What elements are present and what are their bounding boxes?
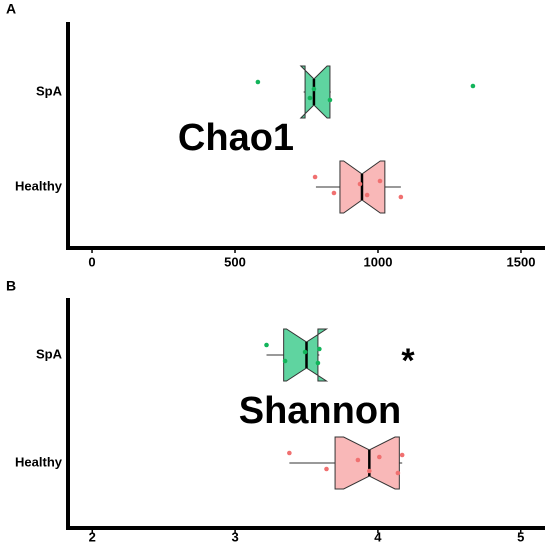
data-point [317,346,322,352]
data-point [357,181,363,187]
x-tick-label: 2 [89,529,96,544]
data-point [331,190,337,196]
y-tick-label: Healthy [15,454,63,469]
box [299,65,331,119]
data-point [264,342,269,348]
y-tick-label: SpA [36,346,63,361]
data-point [364,192,370,198]
annotation: * [401,342,415,380]
x-tick-label: 3 [231,529,238,544]
data-point [367,468,372,474]
x-tick-label: 1500 [507,254,536,269]
x-tick-label: 5 [517,529,524,544]
data-point [282,358,288,364]
data-point [398,194,404,200]
chart-label: Chao1 [178,117,294,159]
x-tick-label: 1000 [364,254,393,269]
y-tick-label: SpA [36,83,63,98]
x-tick-label: 4 [374,529,382,544]
data-point [327,97,333,103]
data-point [287,450,292,456]
panel-letter: B [6,278,16,294]
data-point [377,178,383,184]
x-tick-label: 500 [224,254,246,269]
data-point [377,454,382,460]
data-point [324,466,329,472]
data-point [315,360,321,366]
data-point [307,95,313,101]
data-point [399,452,405,458]
chart-label: Shannon [239,390,402,432]
data-point [302,349,308,355]
data-point [312,174,318,180]
x-tick-label: 0 [88,254,95,269]
box [334,436,400,490]
data-point [470,83,476,89]
data-point [255,79,261,85]
data-point [311,86,317,92]
data-point [355,457,361,463]
y-tick-label: Healthy [15,178,63,193]
data-point [395,470,401,476]
box [283,328,329,382]
panel-letter: A [6,1,16,17]
